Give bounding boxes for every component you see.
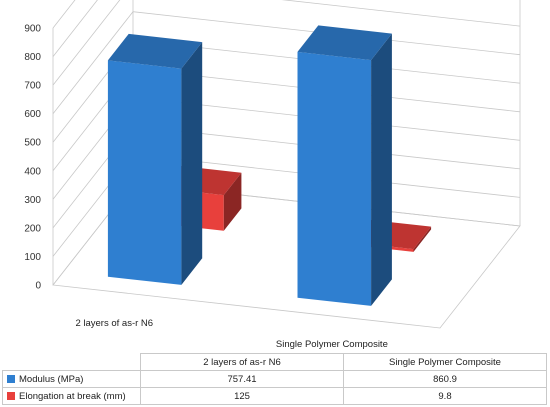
y-tick-label: 900 — [24, 24, 41, 35]
y-tick-label: 400 — [24, 166, 41, 177]
category-label: Single Polymer Composite — [276, 339, 388, 350]
table-value-cell: 125 — [140, 387, 344, 405]
category-labels: 2 layers of as-r N6 Single Polymer Compos… — [75, 318, 387, 350]
legend-label: Modulus (MPa) — [19, 373, 84, 385]
table-header-row: 2 layers of as-r N6 Single Polymer Compo… — [2, 353, 547, 371]
y-tick-label: 500 — [24, 138, 41, 149]
gridline — [52, 0, 98, 57]
y-tick-label: 300 — [24, 195, 41, 206]
y-tick-label: 800 — [24, 52, 41, 63]
y-tick-label: 200 — [24, 223, 41, 234]
legend-swatch-modulus — [7, 374, 15, 383]
bar-modulus-0 — [107, 33, 203, 285]
table-header-cell: 2 layers of as-r N6 — [140, 353, 344, 371]
legend-swatch-elongation — [7, 391, 15, 400]
table-row-modulus: Modulus (MPa) 757.41 860.9 — [2, 370, 547, 388]
y-tick-label: 600 — [24, 109, 41, 120]
table-value-cell: 860.9 — [343, 370, 547, 388]
table-corner-cell — [2, 353, 141, 371]
category-label: 2 layers of as-r N6 — [75, 318, 153, 329]
chart-data-table: 2 layers of as-r N6 Single Polymer Compo… — [2, 353, 547, 405]
chart-floor — [52, 182, 521, 329]
table-value-cell: 757.41 — [140, 370, 344, 388]
chart-plot: 0 100 200 300 400 500 600 700 800 900 2 layers of… — [24, 0, 521, 350]
chart-bars — [107, 25, 432, 306]
table-header-cell: Single Polymer Composite — [343, 353, 547, 371]
legend-entry-elongation: Elongation at break (mm) — [2, 387, 141, 405]
bar-modulus-1 — [297, 25, 392, 306]
legend-entry-modulus: Modulus (MPa) — [2, 370, 141, 388]
table-row-elongation: Elongation at break (mm) 125 9.8 — [2, 387, 547, 405]
y-tick-label: 0 — [35, 281, 41, 292]
legend-label: Elongation at break (mm) — [19, 390, 126, 402]
y-tick-label: 700 — [24, 81, 41, 92]
gridline — [52, 0, 521, 86]
y-axis-tick-labels: 0 100 200 300 400 500 600 700 800 900 — [24, 24, 41, 292]
table-value-cell: 9.8 — [343, 387, 547, 405]
y-tick-label: 100 — [24, 252, 41, 263]
